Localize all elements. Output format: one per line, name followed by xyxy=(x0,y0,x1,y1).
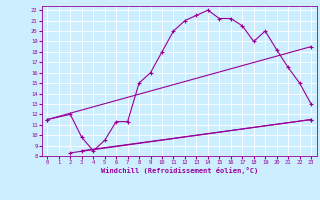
X-axis label: Windchill (Refroidissement éolien,°C): Windchill (Refroidissement éolien,°C) xyxy=(100,167,258,174)
